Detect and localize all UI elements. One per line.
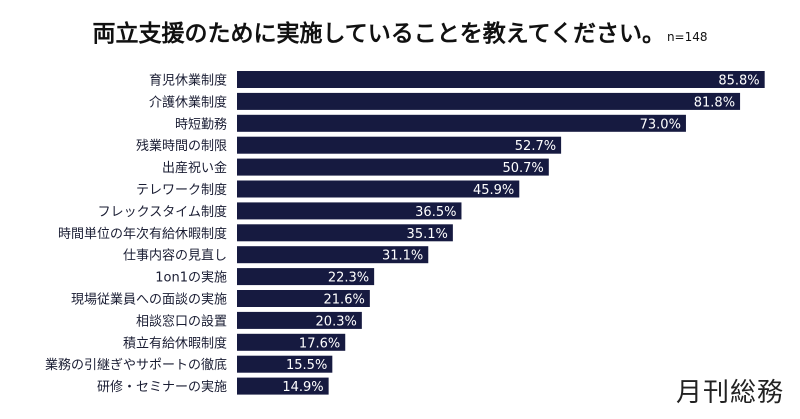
title-text: 両立支援のために実施していることを教えてください。 <box>92 21 665 47</box>
category-label: テレワーク制度 <box>136 182 227 198</box>
value-label: 35.1% <box>407 227 448 242</box>
bar <box>237 355 333 373</box>
value-label: 21.6% <box>324 293 365 308</box>
category-label: 積立有給休暇制度 <box>123 335 227 351</box>
bar <box>237 92 741 110</box>
value-label: 81.8% <box>694 95 735 110</box>
bar <box>237 180 520 198</box>
category-label: 1on1の実施 <box>155 270 227 286</box>
category-label: 研修・セミナーの実施 <box>97 379 227 395</box>
value-label: 20.3% <box>316 314 357 329</box>
bar <box>237 377 329 395</box>
category-label: 仕事内容の見直し <box>123 248 227 264</box>
value-label: 36.5% <box>415 205 456 220</box>
bar <box>237 71 765 88</box>
bar <box>237 114 686 132</box>
bar <box>237 333 346 351</box>
value-label: 85.8% <box>718 74 759 89</box>
value-label: 50.7% <box>502 161 543 176</box>
category-label: フレックスタイム制度 <box>98 204 227 220</box>
category-label: 時間単位の年次有給休暇制度 <box>58 226 227 242</box>
bar <box>237 158 549 176</box>
bar <box>237 224 453 242</box>
value-label: 73.0% <box>640 117 681 132</box>
value-label: 22.3% <box>328 271 369 286</box>
bar <box>237 311 362 329</box>
value-label: 31.1% <box>382 249 423 264</box>
bar <box>237 268 375 286</box>
value-label: 14.9% <box>282 380 323 395</box>
bar <box>237 246 429 264</box>
category-label: 業務の引継ぎやサポートの徹底 <box>45 357 227 373</box>
value-label: 17.6% <box>299 336 340 351</box>
value-label: 45.9% <box>473 183 514 198</box>
category-label: 残業時間の制限 <box>136 138 227 154</box>
category-label: 出産祝い金 <box>162 160 227 176</box>
category-label: 相談窓口の設置 <box>136 313 227 329</box>
brand-logo: 月刊総務 <box>675 378 784 408</box>
category-label: 現場従業員への面談の実施 <box>71 292 227 308</box>
category-label: 時短勤務 <box>175 117 227 132</box>
bar <box>237 290 370 307</box>
category-label: 介護休業制度 <box>149 94 227 110</box>
value-label: 15.5% <box>286 358 327 373</box>
bar <box>237 202 462 220</box>
sample-size-note: n=148 <box>666 30 708 44</box>
bar <box>237 136 562 154</box>
chart-title: 両立支援のために実施していることを教えてください。 n=148 <box>0 14 800 48</box>
category-label: 育児休業制度 <box>149 73 227 89</box>
value-label: 52.7% <box>515 139 556 154</box>
